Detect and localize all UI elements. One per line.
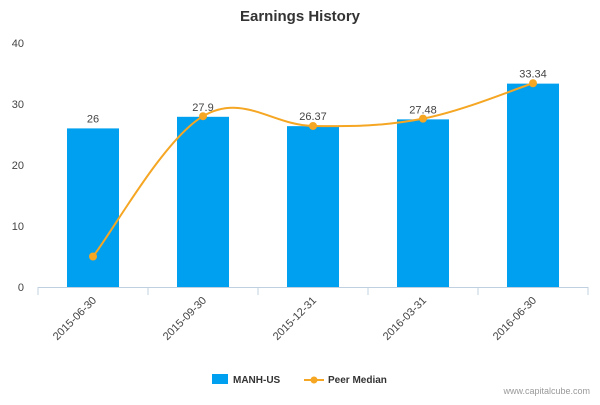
legend-label-bar[interactable]: MANH-US bbox=[233, 375, 281, 386]
x-tick-label: 2015-06-30 bbox=[51, 295, 99, 343]
x-tick-label: 2016-03-31 bbox=[381, 295, 429, 343]
x-tick-label: 2015-12-31 bbox=[271, 295, 319, 343]
data-label: 27.9 bbox=[192, 102, 213, 114]
legend-marker-line bbox=[310, 376, 318, 384]
x-tick-label: 2015-09-30 bbox=[161, 295, 209, 343]
line-series bbox=[89, 79, 537, 261]
y-tick-label: 0 bbox=[18, 282, 24, 294]
bar-series: 26 27.9 26.37 27.48 33.34 bbox=[67, 69, 559, 287]
legend: MANH-US Peer Median bbox=[212, 374, 387, 386]
data-label: 33.34 bbox=[519, 69, 547, 81]
bar[interactable] bbox=[67, 128, 119, 287]
bar[interactable] bbox=[287, 126, 339, 287]
line-point[interactable] bbox=[529, 79, 537, 88]
bar[interactable] bbox=[177, 116, 229, 287]
y-tick-label: 10 bbox=[12, 221, 24, 233]
line-point[interactable] bbox=[419, 114, 427, 123]
x-tick-label: 2016-06-30 bbox=[491, 295, 539, 343]
line-point[interactable] bbox=[89, 252, 97, 261]
line-point[interactable] bbox=[199, 112, 207, 121]
bar[interactable] bbox=[507, 83, 559, 287]
data-label: 26.37 bbox=[299, 111, 327, 123]
y-axis: 0 10 20 30 40 bbox=[12, 38, 24, 294]
line-path bbox=[92, 82, 534, 258]
chart-title: Earnings History bbox=[240, 8, 361, 25]
y-tick-label: 30 bbox=[12, 99, 24, 111]
legend-swatch-bar bbox=[212, 374, 228, 384]
y-tick-label: 40 bbox=[12, 38, 24, 50]
x-axis: 2015-06-30 2015-09-30 2015-12-31 2016-03-31… bbox=[37, 287, 589, 343]
legend-label-line[interactable]: Peer Median bbox=[328, 375, 387, 386]
data-label: 26 bbox=[87, 113, 99, 125]
y-tick-label: 20 bbox=[12, 160, 24, 172]
data-label: 27.48 bbox=[409, 104, 437, 116]
credit-text: www.capitalcube.com bbox=[502, 386, 590, 396]
line-point[interactable] bbox=[309, 121, 317, 130]
bar[interactable] bbox=[397, 119, 449, 287]
